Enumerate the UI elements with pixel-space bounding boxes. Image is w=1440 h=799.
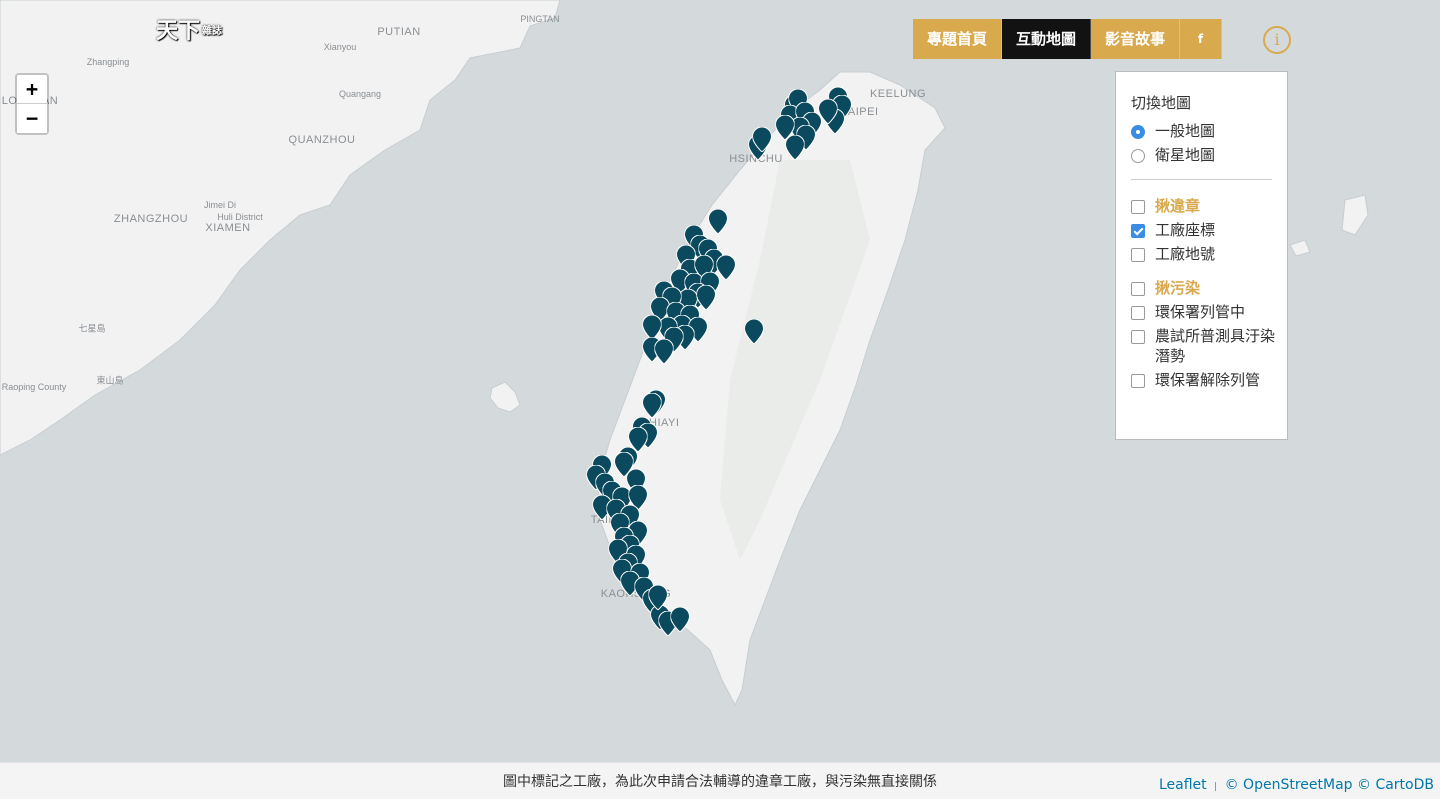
map-attribution: Leaflet | © OpenStreetMap © CartoDB (1159, 777, 1434, 793)
layer-factory-coords[interactable]: 工廠座標 (1131, 220, 1287, 240)
ryukyu-islands (1341, 194, 1369, 236)
city-label: 七星島 (78, 323, 106, 334)
divider (1131, 179, 1272, 180)
radio-normal-map[interactable] (1131, 125, 1145, 139)
city-label: QUANZHOU (288, 134, 356, 146)
factory-marker-icon[interactable] (628, 427, 648, 452)
basemap-option-normal[interactable]: 一般地圖 (1131, 121, 1287, 141)
factory-marker-icon[interactable] (696, 285, 716, 310)
footer-bar: 圖中標記之工廠，為此次申請合法輔導的違章工廠，與污染無直接關係 Leaflet … (0, 762, 1440, 799)
carto-link[interactable]: © CartoDB (1357, 777, 1434, 793)
factory-marker-icon[interactable] (716, 255, 736, 280)
basemap-label: 衛星地圖 (1155, 146, 1216, 164)
factory-marker-icon[interactable] (775, 115, 795, 140)
central-mountain-shade (720, 160, 870, 560)
checkbox-factory-coords[interactable] (1131, 224, 1145, 238)
group-label: 揪污染 (1155, 279, 1201, 297)
checkbox-illegal-group[interactable] (1131, 200, 1145, 214)
factory-marker-icon[interactable] (708, 209, 728, 234)
basemap-label: 一般地圖 (1155, 122, 1216, 140)
city-label: Xianyou (323, 42, 357, 52)
city-label: Zhangping (86, 57, 130, 67)
mainland-landmass (0, 0, 561, 456)
checkbox-factory-lots[interactable] (1131, 248, 1145, 262)
factory-marker-icon[interactable] (648, 585, 668, 610)
city-label: PINGTAN (520, 14, 560, 24)
factory-marker-icon[interactable] (654, 339, 674, 364)
leaflet-link[interactable]: Leaflet (1158, 777, 1207, 793)
layer-factory-lots[interactable]: 工廠地號 (1131, 244, 1287, 264)
city-label: PUTIAN (377, 26, 421, 38)
logo-main: 天下 (156, 18, 201, 44)
osm-link[interactable]: © OpenStreetMap (1224, 777, 1353, 793)
magazine-logo[interactable]: 天下 雜誌 (156, 16, 248, 46)
factory-marker-icon[interactable] (752, 127, 772, 152)
tab-interactive-map[interactable]: 互動地圖 (1002, 19, 1092, 59)
zoom-in-button[interactable]: + (17, 75, 47, 104)
layer-epa-listed[interactable]: 環保署列管中 (1131, 302, 1287, 322)
layer-label: 農試所普測具汙染潛勢 (1155, 327, 1276, 365)
layer-epa-delisted[interactable]: 環保署解除列管 (1131, 370, 1287, 390)
layer-label: 環保署列管中 (1155, 303, 1246, 321)
layer-group-pollution[interactable]: 揪污染 (1131, 278, 1287, 298)
factory-marker-icon[interactable] (642, 393, 662, 418)
layer-group-illegal[interactable]: 揪違章 (1131, 196, 1287, 216)
layer-pollution-potential[interactable]: 農試所普測具汙染潛勢 (1131, 326, 1287, 366)
factory-marker-icon[interactable] (785, 135, 805, 160)
layer-panel-title: 切換地圖 (1131, 94, 1192, 112)
city-label: KEELUNG (869, 88, 927, 100)
city-label: ZHANGZHOU (113, 213, 189, 225)
penghu-islands (489, 381, 521, 413)
factory-marker-icon[interactable] (744, 319, 764, 344)
ryukyu-islets (1289, 239, 1311, 257)
city-label: Quangang (338, 89, 382, 99)
logo-sub: 雜誌 (202, 26, 223, 37)
city-label: 東山島 (96, 375, 124, 386)
footer-note: 圖中標記之工廠，為此次申請合法輔導的違章工廠，與污染無直接關係 (503, 774, 937, 790)
top-navigation: 專題首頁 互動地圖 影音故事 f (913, 19, 1223, 59)
layer-label: 環保署解除列管 (1155, 371, 1261, 389)
city-label: XIAMEN (205, 222, 251, 234)
checkbox-pollution-potential[interactable] (1131, 330, 1145, 344)
layer-label: 工廠地號 (1155, 245, 1216, 263)
city-label: Huli District (217, 212, 263, 222)
attribution-separator: | (1214, 782, 1218, 792)
checkbox-epa-listed[interactable] (1131, 306, 1145, 320)
factory-marker-icon[interactable] (670, 607, 690, 632)
city-label: HSINCHU (729, 153, 783, 165)
city-label: Jimei Di (203, 200, 237, 210)
factory-marker-icon[interactable] (628, 485, 648, 510)
tab-video-stories[interactable]: 影音故事 (1091, 19, 1181, 59)
info-icon[interactable]: i (1263, 26, 1291, 54)
checkbox-epa-delisted[interactable] (1131, 374, 1145, 388)
radio-satellite-map[interactable] (1131, 149, 1145, 163)
layer-label: 工廠座標 (1155, 221, 1216, 239)
group-label: 揪違章 (1155, 197, 1201, 215)
facebook-icon[interactable]: f (1180, 19, 1223, 59)
factory-marker-icon[interactable] (642, 315, 662, 340)
checkbox-pollution-group[interactable] (1131, 282, 1145, 296)
city-label: Raoping County (1, 382, 67, 392)
zoom-control: + − (15, 73, 49, 135)
zoom-out-button[interactable]: − (17, 104, 47, 133)
basemap-option-satellite[interactable]: 衛星地圖 (1131, 145, 1287, 165)
factory-marker-icon[interactable] (818, 99, 838, 124)
factory-marker-icon[interactable] (614, 452, 634, 477)
tab-topic-home[interactable]: 專題首頁 (913, 19, 1003, 59)
layer-control-panel: 切換地圖 一般地圖 衛星地圖 揪違章 工廠座標 工廠地號 揪污染 環保署列管中 … (1115, 71, 1288, 440)
